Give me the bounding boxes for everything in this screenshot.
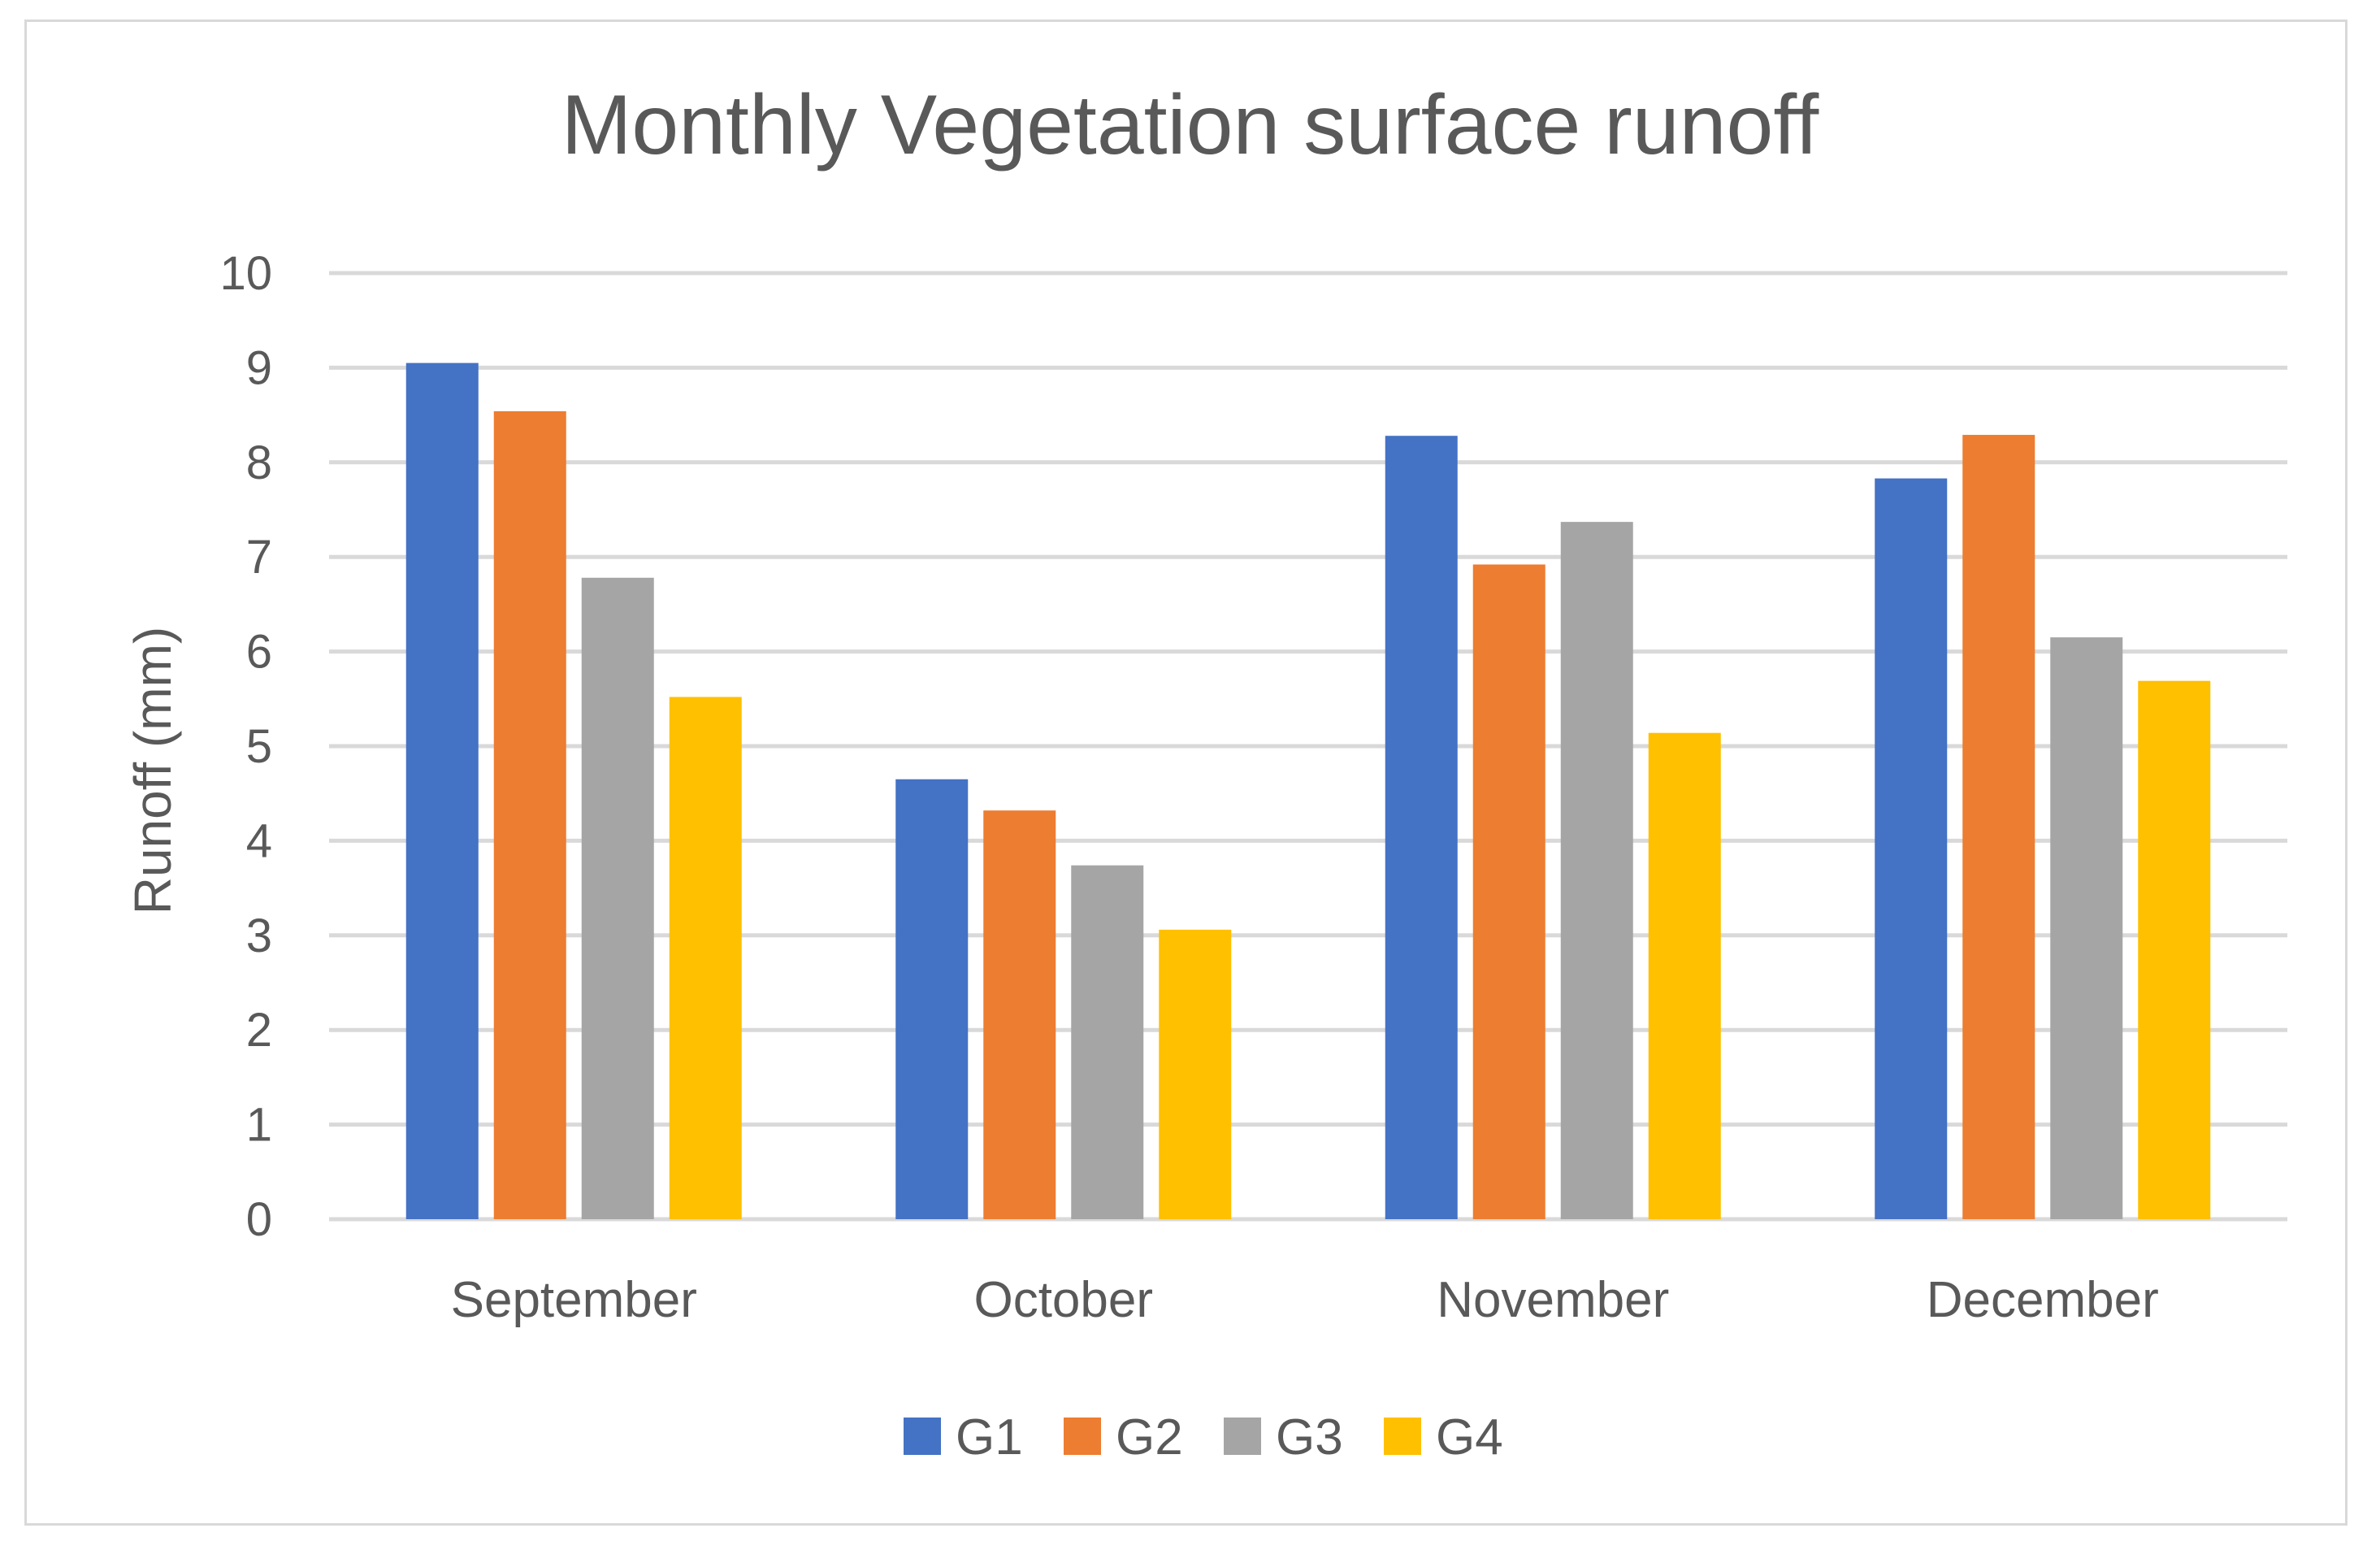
- y-tick-label: 7: [246, 531, 272, 584]
- y-tick-label: 8: [246, 436, 272, 489]
- legend-swatch-g4: [1384, 1418, 1421, 1455]
- y-tick-label: 10: [219, 247, 272, 300]
- y-tick-label: 9: [246, 341, 272, 394]
- bar-g4-november: [1648, 732, 1721, 1219]
- legend-swatch-g1: [904, 1418, 941, 1455]
- legend: G1 G2 G3 G4: [904, 1409, 1503, 1465]
- bar-g3-november: [1560, 522, 1633, 1219]
- legend-label-g1: G1: [956, 1409, 1023, 1465]
- bar-g1-november: [1385, 436, 1458, 1219]
- category-label: September: [451, 1272, 697, 1328]
- y-tick-label: 1: [246, 1099, 272, 1152]
- y-tick-label: 6: [246, 626, 272, 679]
- bar-g2-september: [493, 410, 566, 1220]
- y-tick-labels: 0 1 2 3 4 5 6 7 8 9 10: [219, 247, 272, 1246]
- bar-g4-october: [1159, 929, 1232, 1219]
- legend-swatch-g3: [1224, 1418, 1261, 1455]
- bar-g4-december: [2138, 680, 2211, 1219]
- category-label: October: [973, 1272, 1153, 1328]
- bar-g1-october: [895, 779, 969, 1219]
- category-label: November: [1437, 1272, 1669, 1328]
- legend-label-g3: G3: [1276, 1409, 1343, 1465]
- bar-g3-september: [581, 577, 654, 1219]
- bar-g2-october: [983, 810, 1056, 1219]
- legend-label-g2: G2: [1116, 1409, 1183, 1465]
- bar-g3-october: [1071, 865, 1144, 1219]
- bar-g2-november: [1472, 564, 1545, 1219]
- bar-g4-september: [669, 697, 742, 1219]
- y-tick-label: 0: [246, 1193, 272, 1246]
- category-label: December: [1927, 1272, 2159, 1328]
- chart-title: Monthly Vegetation surface runoff: [561, 78, 1819, 172]
- gridlines: [329, 271, 2287, 1222]
- legend-label-g4: G4: [1436, 1409, 1503, 1465]
- bar-g1-december: [1875, 478, 1948, 1219]
- y-tick-label: 2: [246, 1004, 272, 1057]
- category-labels: September October November December: [451, 1272, 2159, 1328]
- bar-g2-december: [1962, 435, 2035, 1219]
- y-tick-label: 4: [246, 814, 272, 867]
- y-tick-label: 3: [246, 910, 272, 962]
- y-tick-label: 5: [246, 720, 272, 773]
- legend-swatch-g2: [1064, 1418, 1101, 1455]
- bar-g3-december: [2050, 637, 2123, 1219]
- y-axis-label: Runoff (mm): [124, 627, 182, 914]
- bar-g1-september: [405, 363, 479, 1220]
- bars: [405, 363, 2211, 1220]
